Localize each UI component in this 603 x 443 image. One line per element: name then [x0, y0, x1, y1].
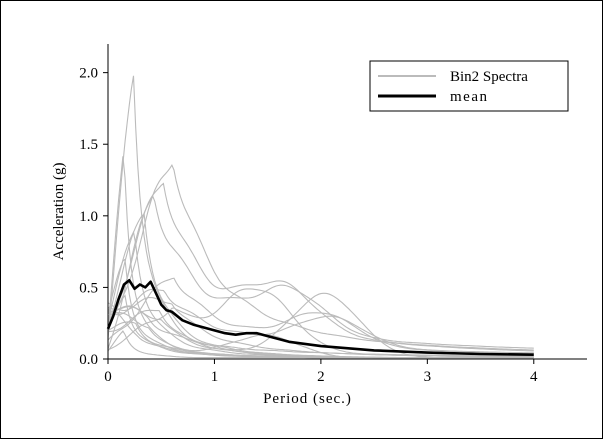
- mean-curve: [106, 279, 534, 356]
- spectrum-curve: [108, 164, 534, 352]
- spectrum-curve: [108, 194, 534, 350]
- x-tick-label: 4: [530, 369, 538, 385]
- y-axis-label: Acceleration (g): [51, 163, 67, 261]
- spectrum-curve: [108, 213, 534, 359]
- mean-curve-layer: [106, 279, 534, 356]
- y-tick-label: 2.0: [79, 66, 98, 82]
- x-axis-label: Period (sec.): [263, 391, 352, 407]
- legend-label: mean: [450, 89, 488, 105]
- legend: Bin2 Spectra mean: [369, 60, 569, 112]
- x-tick-label: 2: [317, 369, 325, 385]
- spectrum-curve: [108, 182, 534, 351]
- spectrum-curve: [108, 288, 534, 354]
- spectrum-curve: [108, 230, 534, 359]
- spectrum-curve: [108, 330, 534, 359]
- legend-box: [369, 60, 569, 112]
- y-tick-label: 0.5: [79, 280, 98, 296]
- spectra-curves: [108, 75, 534, 359]
- x-tick-label: 1: [211, 369, 219, 385]
- axes: 0 1 2 3 4 0.0 0.5 1.0 1.5 2.0 Period (sec.) Acceler…: [51, 44, 587, 407]
- x-tick-label: 0: [104, 369, 112, 385]
- x-tick-label: 3: [424, 369, 432, 385]
- y-tick-label: 1.0: [79, 209, 98, 225]
- legend-label: Bin2 Spectra: [450, 69, 528, 85]
- y-tick-label: 0.0: [79, 352, 98, 368]
- spectrum-curve: [108, 306, 534, 357]
- y-tick-label: 1.5: [79, 137, 98, 153]
